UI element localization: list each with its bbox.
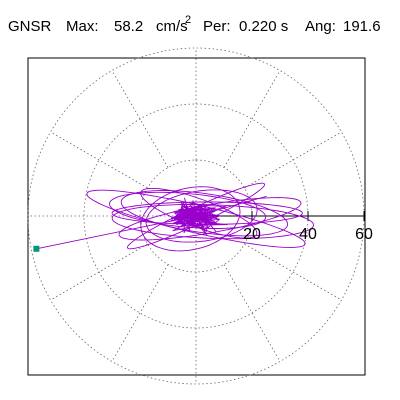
per-value: 0.220 s bbox=[239, 18, 289, 35]
grid-spoke-330 bbox=[244, 243, 342, 301]
station-code: GNSR bbox=[8, 18, 52, 35]
radial-tick-labels: 20 40 60 bbox=[243, 226, 373, 243]
max-unit: cm/s bbox=[156, 18, 188, 35]
chart-header: GNSR Max: 58.2 cm/s 2 Per: 0.220 s Ang: … bbox=[0, 14, 400, 38]
orbit-loop-9 bbox=[140, 187, 258, 239]
grid-spoke-210 bbox=[50, 243, 148, 301]
orbit-loop-2 bbox=[118, 197, 302, 241]
max-label: Max: bbox=[66, 18, 99, 35]
radial-tick-label-20: 20 bbox=[243, 226, 261, 243]
grid-spoke-30 bbox=[244, 131, 342, 189]
orbit-loop-8 bbox=[126, 182, 266, 250]
orbit-loop-4 bbox=[86, 189, 306, 248]
grid-spoke-60 bbox=[223, 70, 281, 168]
ang-label: Ang: bbox=[305, 18, 336, 35]
radial-tick-label-60: 60 bbox=[355, 226, 373, 243]
ang-value: 191.6 bbox=[343, 18, 381, 35]
grid-spoke-240 bbox=[111, 264, 169, 362]
orbit-loop-7 bbox=[140, 186, 241, 252]
plot-frame bbox=[27, 57, 366, 376]
max-unit-exponent: 2 bbox=[185, 14, 192, 26]
peak-marker-group bbox=[33, 245, 40, 252]
orbit-loop-6 bbox=[111, 201, 303, 225]
orbit-loop-10 bbox=[111, 204, 314, 240]
peak-marker bbox=[33, 245, 40, 252]
radial-tick-label-40: 40 bbox=[299, 226, 317, 243]
max-value: 58.2 bbox=[114, 18, 144, 35]
orbit-core bbox=[169, 197, 228, 236]
per-label: Per: bbox=[203, 18, 231, 35]
grid-spoke-120 bbox=[111, 70, 169, 168]
grid-spoke-150 bbox=[50, 131, 148, 189]
grid-spoke-300 bbox=[223, 264, 281, 362]
orbit-trace bbox=[36, 182, 314, 252]
